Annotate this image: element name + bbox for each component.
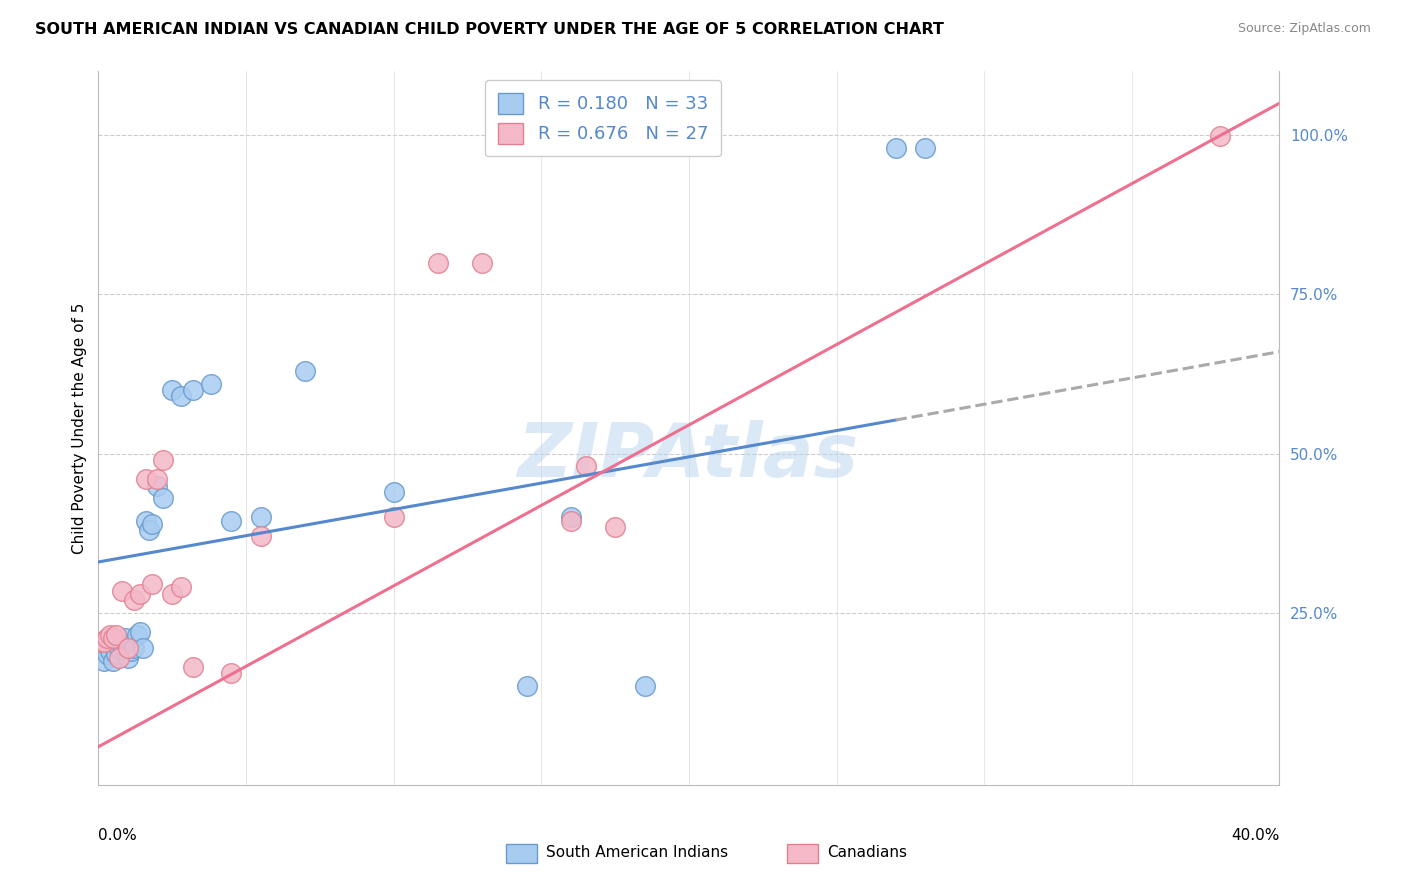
Point (117, 640, 139, 655)
Point (146, 472, 169, 486)
Point (914, 141, 936, 155)
Point (105, 628, 128, 642)
Point (633, 679, 655, 693)
Point (103, 632, 125, 646)
Text: ZIPAtlas: ZIPAtlas (519, 420, 859, 493)
Y-axis label: Child Poverty Under the Age of 5: Child Poverty Under the Age of 5 (72, 302, 87, 554)
Point (108, 650, 131, 665)
Point (141, 516, 163, 531)
Point (120, 644, 142, 658)
Text: Canadians: Canadians (827, 846, 907, 860)
Point (471, 255, 494, 269)
Point (90, 634, 112, 648)
Point (294, 364, 316, 378)
Point (219, 514, 242, 528)
Point (114, 632, 136, 646)
Point (93, 654, 115, 668)
Point (105, 648, 128, 662)
Point (162, 587, 183, 601)
Point (1209, 129, 1232, 144)
Point (560, 510, 582, 524)
Point (128, 625, 150, 640)
Point (98, 644, 121, 658)
Point (111, 583, 134, 598)
Point (250, 529, 273, 543)
Point (135, 514, 157, 528)
Point (152, 453, 174, 467)
Point (98, 628, 121, 642)
Legend: R = 0.180   N = 33, R = 0.676   N = 27: R = 0.180 N = 33, R = 0.676 N = 27 (485, 80, 721, 156)
Point (103, 654, 125, 668)
Point (605, 520, 627, 534)
Point (111, 638, 134, 652)
Point (181, 383, 204, 397)
Point (93, 634, 115, 648)
Point (250, 510, 273, 524)
Point (427, 255, 450, 269)
Point (162, 383, 183, 397)
Text: South American Indians: South American Indians (546, 846, 728, 860)
Text: 40.0%: 40.0% (1232, 828, 1279, 843)
Point (382, 484, 405, 499)
Point (122, 593, 145, 607)
Point (884, 141, 907, 155)
Point (122, 640, 145, 655)
Point (125, 628, 148, 642)
Point (181, 660, 204, 674)
Point (219, 666, 242, 681)
Text: 0.0%: 0.0% (98, 828, 138, 843)
Point (108, 640, 131, 655)
Point (138, 523, 160, 537)
Point (96, 648, 118, 662)
Point (560, 514, 582, 528)
Point (141, 577, 163, 591)
Point (135, 472, 157, 486)
Point (146, 478, 169, 492)
Point (132, 640, 155, 655)
Text: Source: ZipAtlas.com: Source: ZipAtlas.com (1237, 22, 1371, 36)
Point (382, 510, 405, 524)
Point (90, 640, 112, 655)
Point (128, 587, 150, 601)
Point (574, 459, 596, 474)
Point (96, 632, 118, 646)
Point (515, 679, 537, 693)
Point (152, 491, 174, 506)
Point (170, 581, 193, 595)
Point (200, 376, 222, 391)
Point (117, 650, 139, 665)
Text: SOUTH AMERICAN INDIAN VS CANADIAN CHILD POVERTY UNDER THE AGE OF 5 CORRELATION C: SOUTH AMERICAN INDIAN VS CANADIAN CHILD … (35, 22, 943, 37)
Point (170, 389, 193, 403)
